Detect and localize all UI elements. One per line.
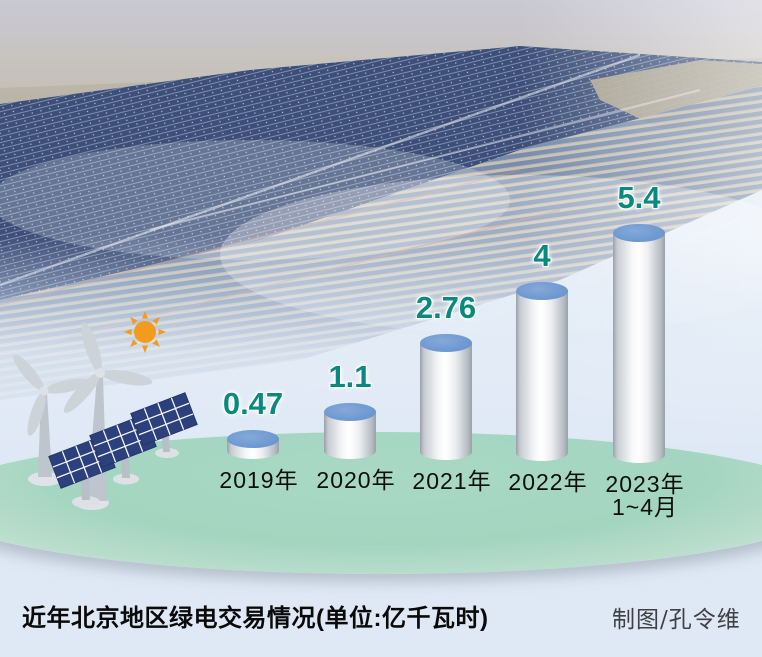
- bar-cylinder-top: [516, 282, 568, 300]
- category-year-text: 2021年: [412, 468, 492, 494]
- bar-value-label: 2.76: [415, 290, 477, 325]
- bar-cylinder-body: [516, 291, 568, 461]
- bar-category-label: 2020年: [316, 469, 395, 492]
- bar-cylinder-top: [420, 334, 472, 352]
- category-year-text: 2019年: [219, 467, 299, 493]
- bar-cylinder-group: 2.76 2021年: [412, 290, 490, 493]
- bar-cylinder-group: 5.4 2023年 1~4月: [605, 180, 683, 519]
- bar-cylinder-top: [227, 430, 279, 448]
- bar-category-label: 2019年: [219, 469, 298, 492]
- bar-cylinder-group: 4 2022年: [508, 238, 586, 494]
- bar-cylinder-top: [613, 224, 665, 242]
- category-year-text: 2022年: [508, 469, 588, 495]
- credit-byline: 制图/孔令维: [612, 607, 741, 633]
- bar-value-label: 5.4: [617, 180, 661, 215]
- category-subtext: 1~4月: [611, 494, 679, 520]
- bar-value-label: 1.1: [328, 359, 372, 394]
- bar-cylinder-body: [420, 343, 472, 460]
- bar-category-label: 2023年 1~4月: [605, 473, 684, 519]
- bar-cylinder-group: 1.1 2020年: [316, 359, 394, 492]
- bar-value-label: 4: [533, 238, 551, 273]
- bar-cylinder-group: 0.47 2019年: [219, 386, 297, 492]
- bar-value-label: 0.47: [222, 386, 284, 421]
- chart-title: 近年北京地区绿电交易情况(单位:亿千瓦时): [22, 605, 489, 632]
- bar-cylinder-top: [324, 403, 376, 421]
- category-year-text: 2020年: [316, 467, 396, 493]
- category-year-text: 2023年: [605, 471, 685, 497]
- bar-category-label: 2021年: [412, 470, 491, 493]
- bar-cylinder-body: [613, 233, 665, 463]
- bar-category-label: 2022年: [508, 471, 587, 494]
